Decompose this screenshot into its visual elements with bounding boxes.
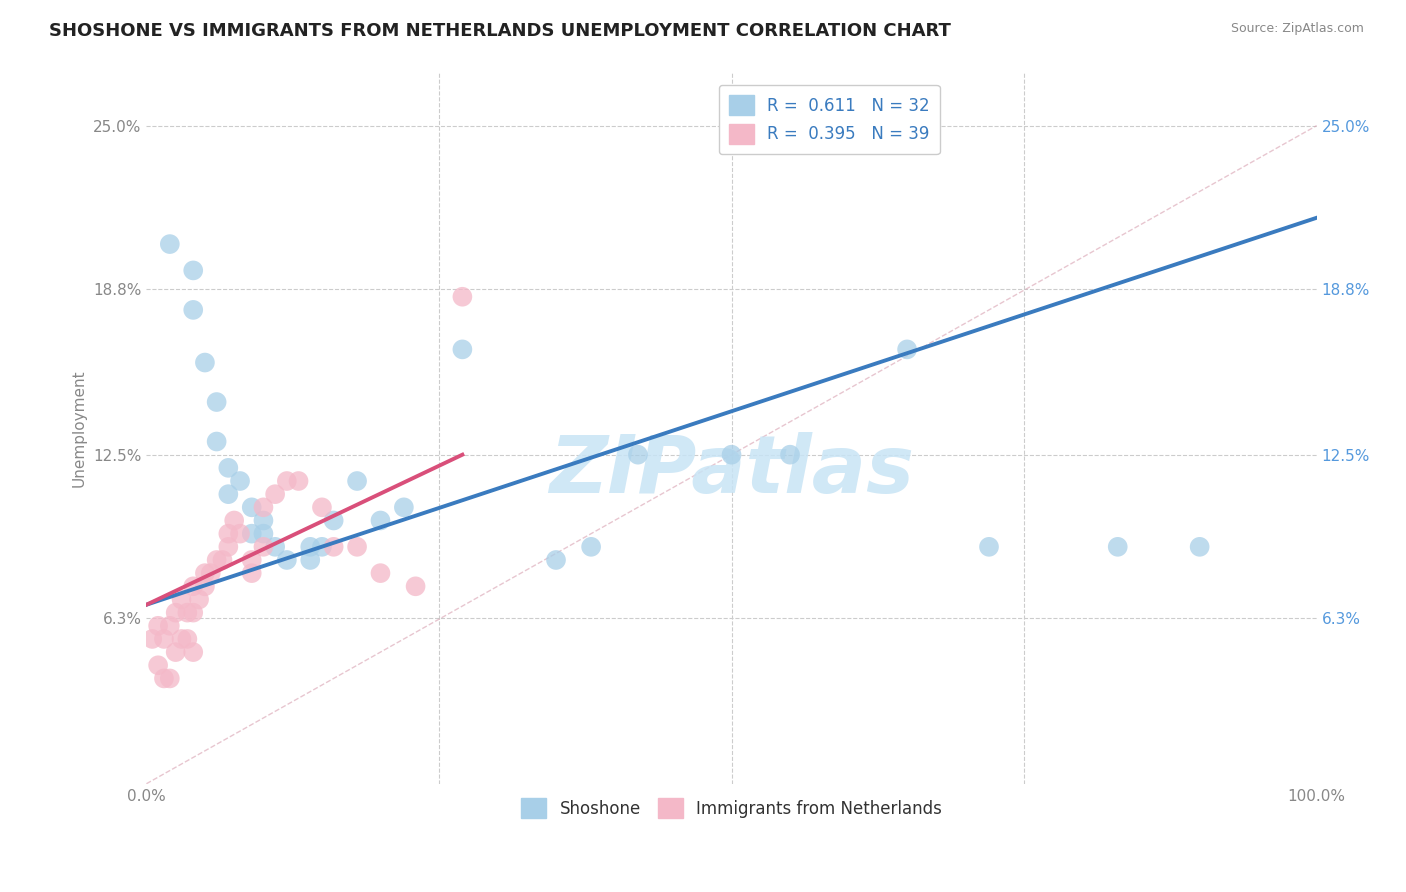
Point [181,263,204,277]
Point [217,540,239,554]
Point [544,553,567,567]
Point [346,540,368,554]
Point [264,487,287,501]
Point [188,592,211,607]
Point [181,645,204,659]
Point [194,355,217,369]
Point [299,553,322,567]
Point [896,343,918,357]
Point [322,540,344,554]
Point [240,526,263,541]
Point [153,632,176,646]
Text: Source: ZipAtlas.com: Source: ZipAtlas.com [1230,22,1364,36]
Point [141,632,163,646]
Point [579,540,602,554]
Point [205,395,228,409]
Point [240,553,263,567]
Point [276,474,298,488]
Point [370,566,392,581]
Point [977,540,1000,554]
Point [176,632,198,646]
Point [392,500,415,515]
Point [159,672,181,686]
Point [720,448,742,462]
Point [252,500,274,515]
Point [217,487,239,501]
Point [194,566,217,581]
Point [205,553,228,567]
Point [170,632,193,646]
Point [200,566,222,581]
Point [276,553,298,567]
Text: ZIPatlas: ZIPatlas [550,432,914,510]
Point [181,579,204,593]
Point [264,540,287,554]
Point [181,302,204,317]
Point [217,460,239,475]
Point [205,434,228,449]
Point [1188,540,1211,554]
Point [229,526,252,541]
Point [252,526,274,541]
Y-axis label: Unemployment: Unemployment [72,369,86,487]
Point [451,290,474,304]
Legend: Shoshone, Immigrants from Netherlands: Shoshone, Immigrants from Netherlands [515,791,949,825]
Point [165,645,187,659]
Point [405,579,427,593]
Point [346,474,368,488]
Point [159,237,181,252]
Point [240,566,263,581]
Point [240,500,263,515]
Point [217,526,239,541]
Point [322,514,344,528]
Point [370,514,392,528]
Point [229,474,252,488]
Point [311,500,333,515]
Point [779,448,801,462]
Point [159,619,181,633]
Point [252,540,274,554]
Point [224,514,246,528]
Point [299,540,322,554]
Point [451,343,474,357]
Point [181,606,204,620]
Point [176,606,198,620]
Point [252,514,274,528]
Point [311,540,333,554]
Point [146,619,169,633]
Point [1107,540,1129,554]
Point [153,672,176,686]
Point [170,592,193,607]
Point [287,474,309,488]
Point [194,579,217,593]
Text: SHOSHONE VS IMMIGRANTS FROM NETHERLANDS UNEMPLOYMENT CORRELATION CHART: SHOSHONE VS IMMIGRANTS FROM NETHERLANDS … [49,22,950,40]
Point [211,553,233,567]
Point [627,448,650,462]
Point [146,658,169,673]
Point [165,606,187,620]
